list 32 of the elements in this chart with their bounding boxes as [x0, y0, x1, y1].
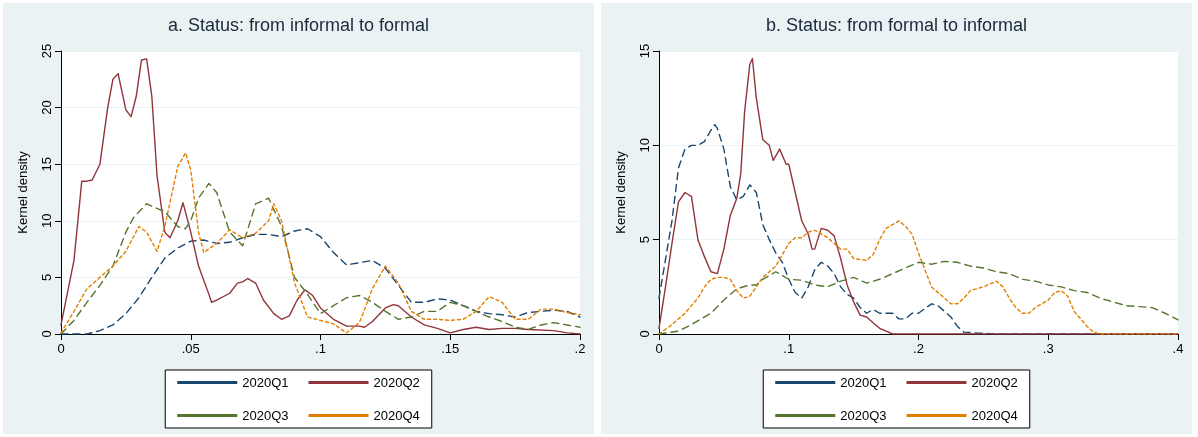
- y-tick-label: 0: [637, 330, 652, 338]
- legend-label: 2020Q2: [971, 375, 1018, 390]
- legend-label: 2020Q1: [840, 375, 887, 390]
- chart-title: a. Status: from informal to formal: [167, 15, 430, 35]
- x-tick-label: .3: [1042, 341, 1054, 356]
- y-tick-label: 10: [39, 213, 54, 229]
- y-tick-label: 25: [39, 43, 54, 59]
- x-tick-label: 0: [655, 341, 663, 356]
- y-tick-label: 5: [39, 273, 54, 282]
- x-tick-label: .1: [315, 341, 326, 356]
- x-tick-label: .4: [1172, 341, 1184, 356]
- y-tick-label: 0: [39, 330, 54, 338]
- legend-label: 2020Q4: [373, 408, 420, 423]
- y-tick-label: 20: [39, 100, 54, 115]
- y-axis-title: Kernel density: [15, 150, 30, 234]
- y-axis-title: Kernel density: [613, 150, 628, 234]
- x-tick-label: .2: [913, 341, 924, 356]
- y-tick-label: 5: [637, 236, 652, 244]
- x-tick-label: .1: [783, 341, 795, 356]
- y-tick-label: 15: [637, 43, 652, 59]
- y-tick-label: 15: [39, 156, 54, 172]
- legend-label: 2020Q4: [971, 408, 1018, 423]
- legend-label: 2020Q3: [840, 408, 887, 423]
- y-tick-label: 10: [637, 138, 652, 153]
- chart-title: b. Status: from formal to informal: [765, 15, 1028, 35]
- legend-label: 2020Q2: [373, 375, 420, 390]
- x-tick-label: .15: [441, 341, 460, 356]
- x-tick-label: .05: [181, 341, 200, 356]
- legend-label: 2020Q3: [242, 408, 289, 423]
- x-tick-label: .2: [574, 341, 586, 356]
- legend-label: 2020Q1: [242, 375, 289, 390]
- x-tick-label: 0: [57, 341, 65, 356]
